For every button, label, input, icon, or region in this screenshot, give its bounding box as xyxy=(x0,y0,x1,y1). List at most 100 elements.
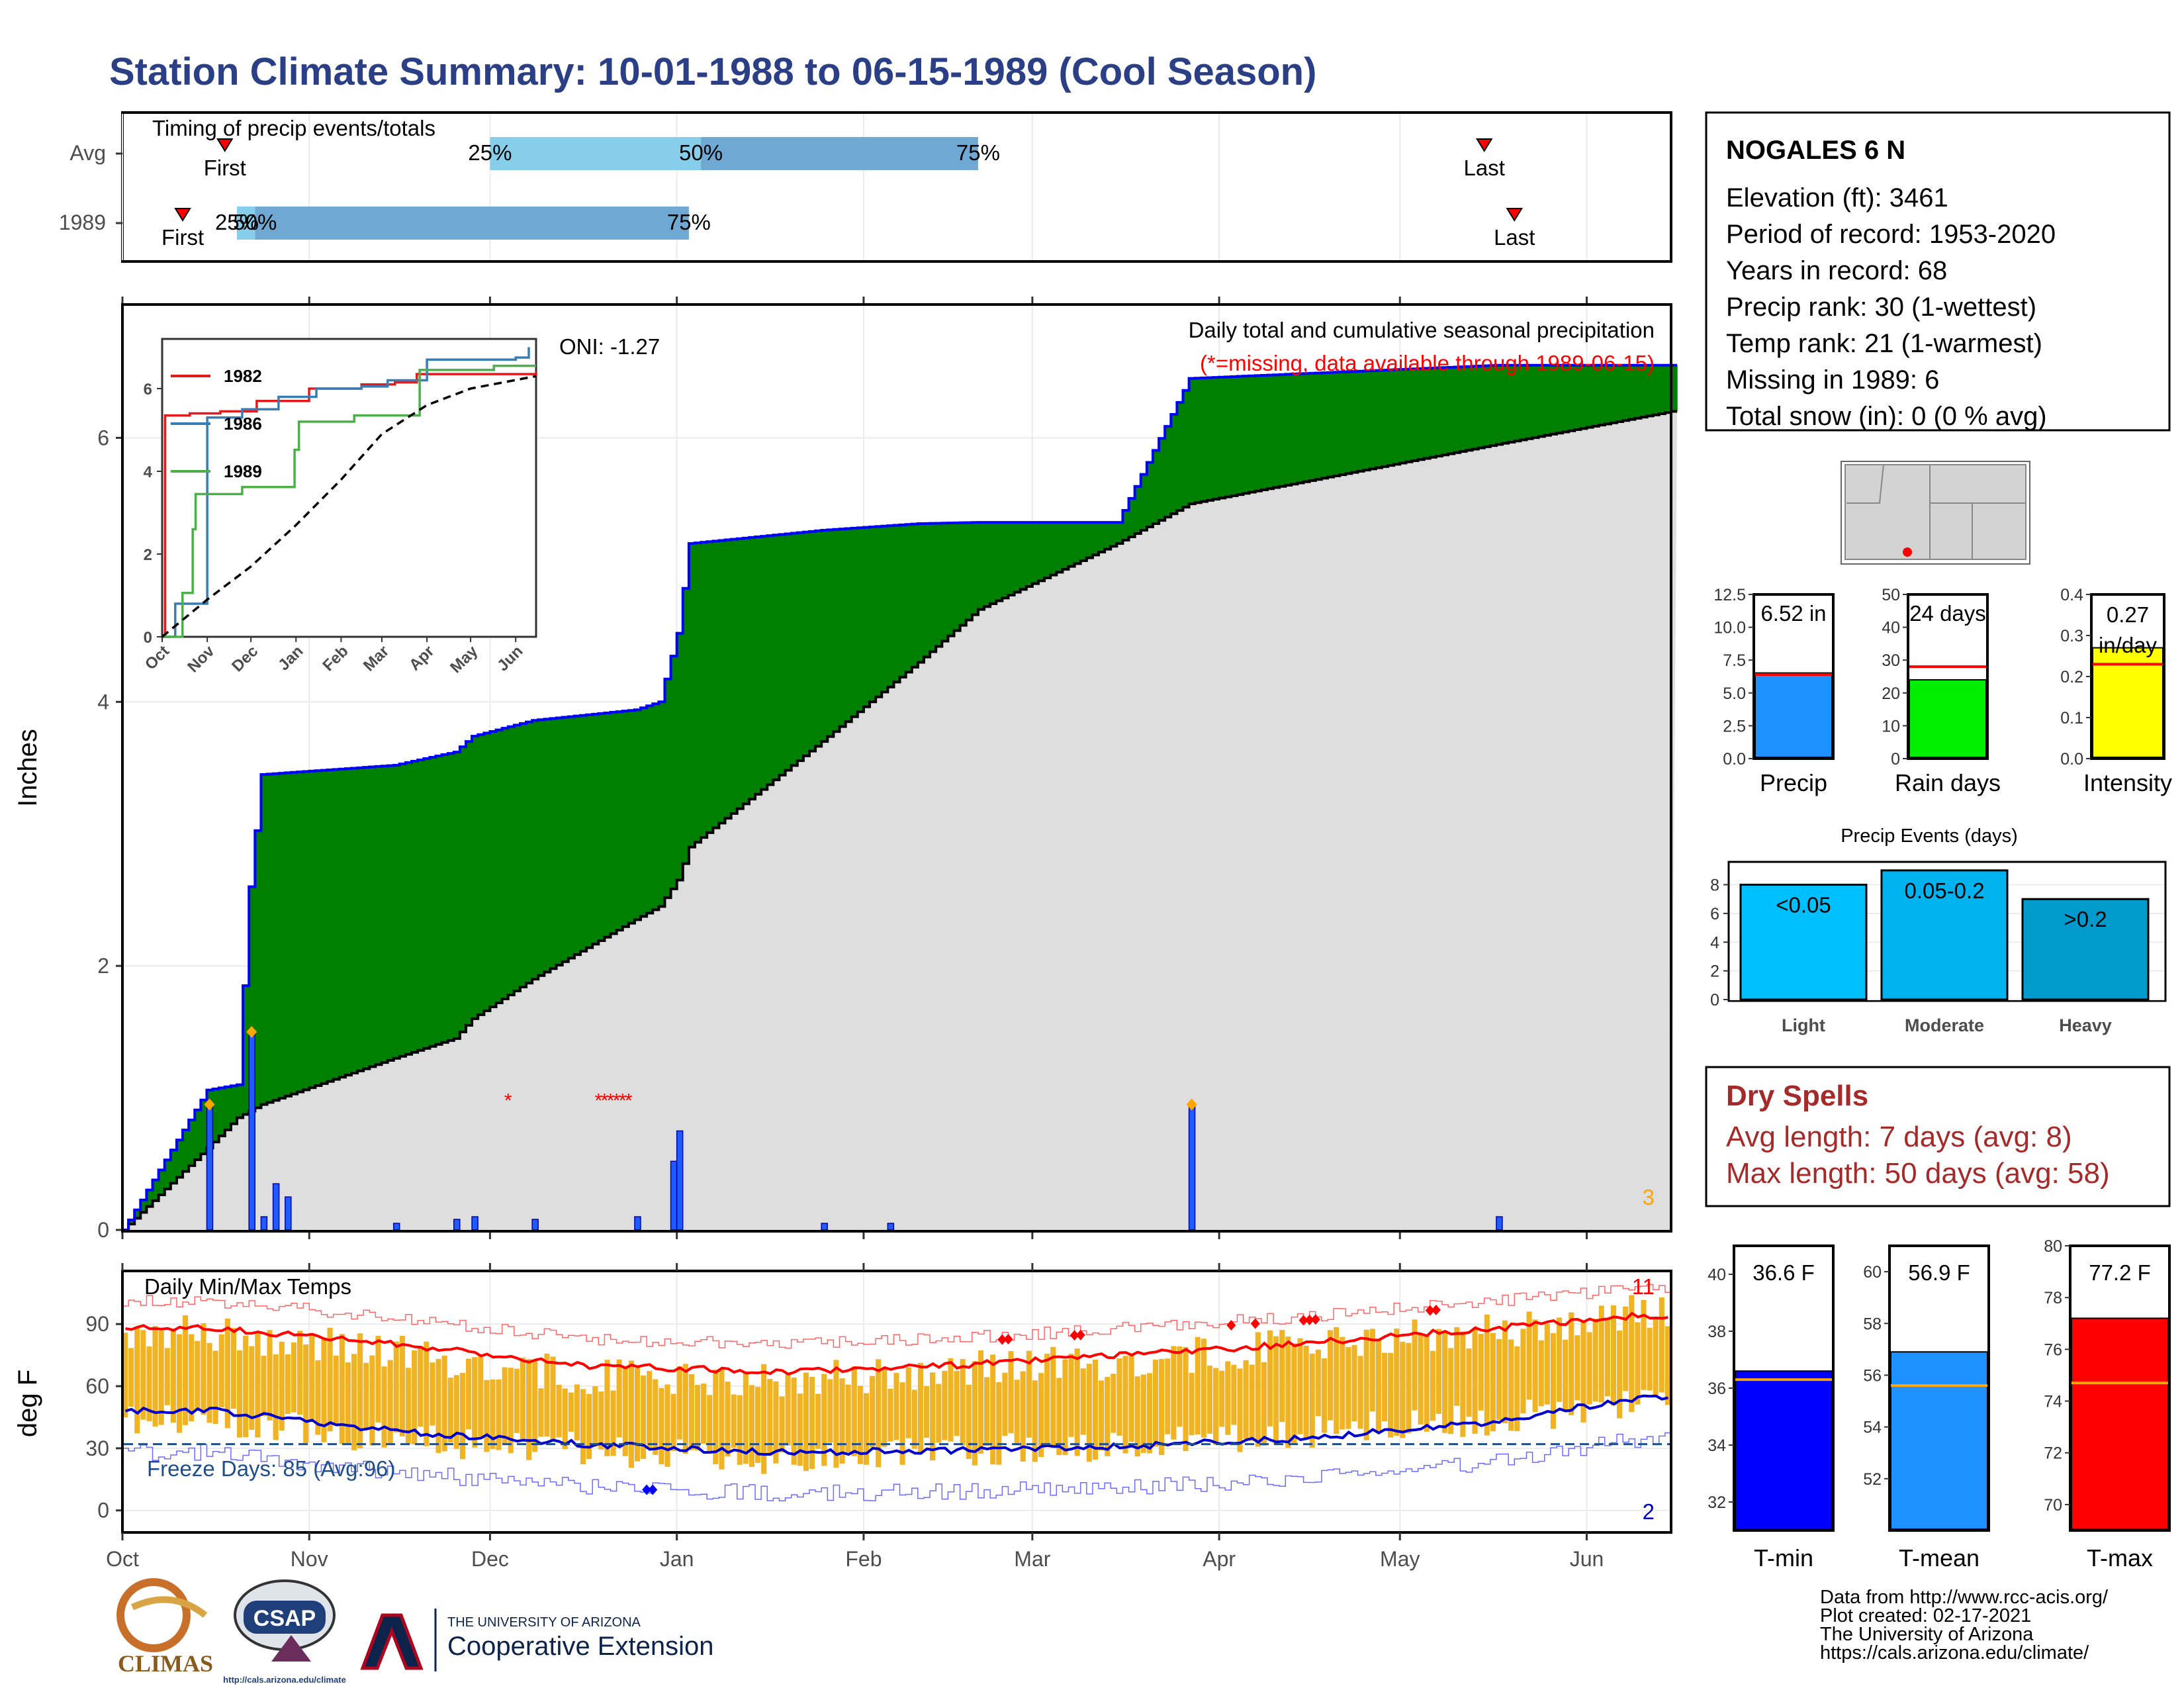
daily-temp-bar xyxy=(785,1374,791,1446)
daily-temp-bar xyxy=(930,1372,936,1461)
mini-ytick-label: 72 xyxy=(2044,1444,2062,1463)
above-normal-area xyxy=(508,726,515,996)
mini-ytick-label: 40 xyxy=(1707,1266,1726,1284)
inset-series-line xyxy=(162,364,536,638)
daily-temp-bar xyxy=(1496,1338,1502,1420)
missing-day-marker: * xyxy=(619,1090,627,1112)
record-high-marker xyxy=(1226,1319,1236,1331)
mini-value-bar xyxy=(1890,1351,1988,1530)
above-normal-area xyxy=(1255,375,1262,491)
daily-temp-bar xyxy=(960,1358,966,1446)
daily-temp-bar xyxy=(1345,1346,1351,1429)
above-normal-area xyxy=(1664,365,1672,413)
above-normal-area xyxy=(1623,365,1629,421)
oni-value: ONI: -1.27 xyxy=(559,334,660,359)
event-category-label: Moderate xyxy=(1905,1015,1984,1035)
above-normal-area xyxy=(972,522,979,615)
daily-temp-bar xyxy=(1369,1329,1375,1412)
above-normal-area xyxy=(1544,365,1551,436)
mini-ytick-label: 12.5 xyxy=(1713,586,1746,604)
above-normal-area xyxy=(472,736,478,1019)
daily-temp-bar xyxy=(1092,1359,1099,1460)
above-normal-area xyxy=(827,530,834,737)
daily-temp-bar xyxy=(641,1375,647,1459)
above-normal-area xyxy=(453,752,461,1039)
cumulative-precip-line xyxy=(122,363,1678,1231)
temp-mini-category-label: T-min xyxy=(1754,1544,1813,1571)
above-normal-area xyxy=(526,722,533,984)
daily-precip-bar xyxy=(471,1216,478,1231)
above-normal-area xyxy=(1279,374,1286,487)
daily-temp-bar xyxy=(164,1348,170,1405)
daily-temp-bar xyxy=(261,1356,267,1416)
daily-temp-bar xyxy=(1237,1368,1243,1452)
above-normal-area xyxy=(731,539,738,814)
timing-row-avg: Avg xyxy=(69,141,106,165)
daily-temp-bar xyxy=(465,1358,472,1430)
above-normal-area xyxy=(321,770,328,1084)
above-normal-area xyxy=(586,714,593,948)
daily-precip-bar xyxy=(206,1103,214,1231)
daily-temp-bar xyxy=(224,1318,230,1429)
above-normal-area xyxy=(478,734,484,1015)
page-title: Station Climate Summary: 10-01-1988 to 0… xyxy=(109,50,1316,93)
daily-temp-bar xyxy=(791,1378,797,1465)
above-normal-area xyxy=(1508,365,1515,442)
above-normal-area xyxy=(990,522,997,604)
daily-temp-bar xyxy=(634,1368,641,1462)
timing-row-1989: 1989 xyxy=(59,211,106,234)
above-normal-area xyxy=(797,532,804,761)
daily-temp-bar xyxy=(1044,1353,1050,1445)
daily-temp-bar xyxy=(345,1362,351,1445)
above-normal-area xyxy=(821,530,828,742)
above-normal-area xyxy=(653,704,659,910)
daily-temp-bar xyxy=(1574,1335,1580,1401)
temp-layer: 0 30 60 90 xyxy=(85,1272,1671,1531)
daily-temp-bar xyxy=(1502,1320,1508,1424)
daily-temp-bar xyxy=(1375,1340,1381,1431)
daily-temp-bar xyxy=(1261,1362,1267,1446)
above-normal-area xyxy=(538,720,545,976)
above-normal-area xyxy=(224,1086,232,1130)
daily-temp-bar xyxy=(1219,1370,1225,1427)
daily-temp-bar xyxy=(882,1367,887,1447)
daily-temp-bar xyxy=(315,1360,321,1435)
above-normal-area xyxy=(201,1100,208,1154)
above-normal-area xyxy=(249,886,255,1111)
station-line: Period of record: 1953-2020 xyxy=(1726,220,2056,249)
event-threshold-label: <0.05 xyxy=(1776,893,1831,917)
above-normal-area xyxy=(1345,371,1353,474)
daily-temp-bar xyxy=(659,1387,664,1465)
above-normal-area xyxy=(412,761,418,1053)
daily-temp-bar xyxy=(1635,1322,1641,1405)
above-normal-area xyxy=(664,679,672,898)
daily-temp-bar xyxy=(773,1381,779,1464)
climas-logo: CLIMAS xyxy=(116,1578,213,1677)
above-normal-area xyxy=(327,769,334,1082)
above-normal-area xyxy=(1303,373,1310,482)
above-normal-area xyxy=(562,717,569,962)
daily-temp-bar xyxy=(1557,1317,1563,1402)
daily-temp-bar xyxy=(447,1378,453,1443)
daily-temp-bar xyxy=(749,1385,755,1467)
above-normal-area xyxy=(1261,375,1268,491)
daily-temp-bar xyxy=(195,1340,201,1411)
daily-temp-bar xyxy=(1400,1341,1406,1438)
above-normal-area xyxy=(1044,522,1051,578)
daily-temp-bar xyxy=(1412,1319,1418,1411)
daily-temp-bar xyxy=(1460,1331,1466,1437)
mini-ytick-label: 0.2 xyxy=(2060,668,2083,686)
inset-legend-label: 1986 xyxy=(224,414,262,434)
above-normal-area xyxy=(424,759,430,1049)
above-normal-area xyxy=(1273,375,1280,488)
daily-precip-bar xyxy=(670,1160,678,1231)
precip-ytick-label: 4 xyxy=(97,690,109,714)
daily-temp-bar xyxy=(1183,1346,1189,1452)
above-normal-area xyxy=(339,769,346,1078)
event-bar xyxy=(2021,898,2150,1001)
mini-ytick-label: 38 xyxy=(1707,1323,1726,1341)
event-threshold-label: >0.2 xyxy=(2064,907,2107,931)
mini-ytick-label: 34 xyxy=(1707,1436,1726,1455)
above-normal-area xyxy=(1038,522,1045,581)
